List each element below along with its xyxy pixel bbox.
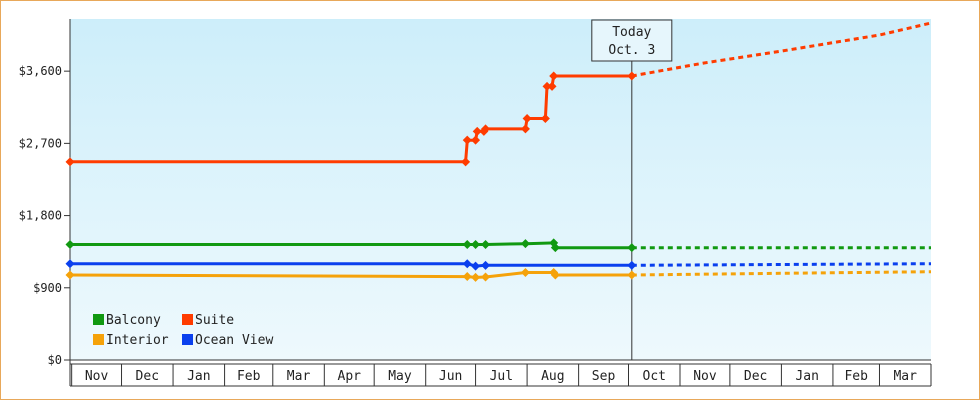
y-axis: $0 $900 $1,800 $2,700 $3,600 xyxy=(19,19,931,386)
data-point xyxy=(627,270,637,280)
legend-swatch-interior xyxy=(93,334,104,345)
y-tick-label: $3,600 xyxy=(19,64,62,78)
data-point xyxy=(520,124,530,134)
month-label: Nov xyxy=(85,369,109,384)
month-label: Jan xyxy=(795,369,818,384)
data-point xyxy=(542,81,552,91)
data-point xyxy=(481,239,491,249)
legend-label-ocean-view: Ocean View xyxy=(195,333,273,348)
y-tick-label: $2,700 xyxy=(19,136,62,150)
data-point xyxy=(462,272,472,282)
data-point xyxy=(550,243,560,253)
data-point xyxy=(547,81,557,91)
legend-swatch-balcony xyxy=(93,314,104,325)
today-label-line2: Oct. 3 xyxy=(608,43,655,58)
today-label-box xyxy=(591,19,673,62)
month-label: Dec xyxy=(136,369,159,384)
month-label: Jun xyxy=(439,369,462,384)
month-label: Jan xyxy=(187,369,210,384)
legend-label-balcony: Balcony xyxy=(106,313,161,328)
month-label: Apr xyxy=(338,369,362,384)
data-point xyxy=(65,270,75,280)
month-label: Nov xyxy=(693,369,717,384)
data-point xyxy=(472,126,482,136)
today-label-line1: Today xyxy=(612,25,651,40)
legend-swatch-suite xyxy=(182,314,193,325)
month-label: Dec xyxy=(744,369,767,384)
data-point xyxy=(481,272,491,282)
data-point xyxy=(461,157,471,167)
data-point xyxy=(65,157,75,167)
y-tick-label: $900 xyxy=(33,281,62,295)
month-label: Feb xyxy=(237,369,261,384)
x-axis: Nov Dec Jan Feb Mar Apr May Jun Jul Aug Sep Oct Nov D… xyxy=(70,363,932,387)
month-label: Feb xyxy=(844,369,868,384)
data-point xyxy=(471,261,481,271)
y-tick-label: $0 xyxy=(48,353,62,367)
data-point xyxy=(462,239,472,249)
legend-label-interior: Interior xyxy=(106,333,169,348)
month-label: Mar xyxy=(893,369,917,384)
data-point xyxy=(471,272,481,282)
series-forecast-interior xyxy=(631,270,932,277)
month-label: Oct xyxy=(643,369,666,384)
data-point xyxy=(481,124,491,134)
series-layer xyxy=(65,21,932,282)
data-point xyxy=(522,113,532,123)
data-point xyxy=(627,71,637,81)
data-point xyxy=(462,259,472,269)
data-point xyxy=(627,243,637,253)
data-point xyxy=(481,260,491,270)
data-point xyxy=(462,135,472,145)
legend-swatch-ocean-view xyxy=(182,334,193,345)
data-point xyxy=(520,239,530,249)
month-label: Aug xyxy=(541,369,564,384)
data-point xyxy=(65,239,75,249)
legend-label-suite: Suite xyxy=(195,313,234,328)
y-tick-label: $1,800 xyxy=(19,209,62,223)
data-point xyxy=(520,268,530,278)
data-point xyxy=(540,113,550,123)
series-forecast-suite xyxy=(631,21,932,78)
data-point xyxy=(550,270,560,280)
data-point xyxy=(627,260,637,270)
series-forecast-ocean-view xyxy=(631,262,932,267)
series-interior xyxy=(65,268,932,282)
data-point xyxy=(471,239,481,249)
data-point xyxy=(471,135,481,145)
month-label: Sep xyxy=(592,369,616,384)
month-label: Mar xyxy=(287,369,311,384)
legend: Balcony Suite Interior Ocean View xyxy=(93,313,273,348)
plot-background xyxy=(70,19,931,360)
month-label: Jul xyxy=(490,369,513,384)
month-label: May xyxy=(388,369,412,384)
data-point xyxy=(549,71,559,81)
series-ocean-view xyxy=(65,259,932,271)
series-balcony xyxy=(65,238,931,253)
today-marker: Today Oct. 3 xyxy=(591,19,673,360)
data-point xyxy=(65,259,75,269)
series-suite xyxy=(65,21,932,167)
